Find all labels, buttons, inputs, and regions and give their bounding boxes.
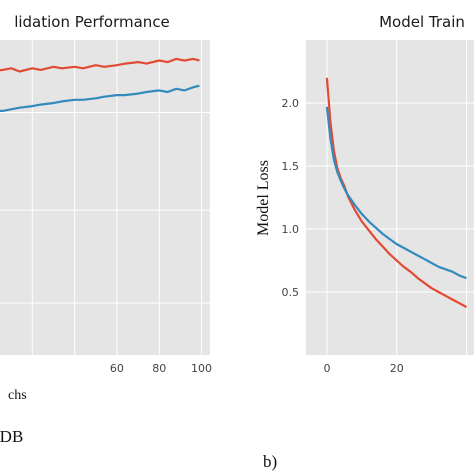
training-y-tick-label: 2.0: [282, 97, 300, 110]
validation-x-axis-label: chs: [8, 388, 27, 403]
training-series: [325, 77, 468, 309]
validation-chart-title: lidation Performance: [14, 13, 170, 31]
training-y-tick-label: 1.5: [282, 160, 300, 173]
training-y-axis-label: Model Loss: [255, 160, 272, 236]
validation-plot-area: [0, 40, 210, 355]
training-chart-title: Model Train: [379, 13, 465, 31]
validation-grid: [0, 40, 210, 355]
training-y-tick-label: 0.5: [282, 286, 300, 299]
validation-x-ticks: 60 80 100: [110, 362, 212, 375]
training-x-tick-label: 20: [390, 362, 404, 375]
training-x-ticks: 0 20: [323, 362, 403, 375]
training-plot-area: [306, 40, 474, 355]
validation-x-tick-label: 80: [152, 362, 166, 375]
training-grid: [306, 40, 474, 355]
validation-performance-chart: 60 80 100 lidation Performance chs: [0, 13, 212, 403]
training-series-line-2: [325, 106, 467, 280]
training-x-tick-label: 0: [323, 362, 330, 375]
caption-right: b): [263, 452, 277, 471]
model-training-chart: 0 20 0.5 1.0 1.5 2.0 Model Train Model Loss: [255, 13, 474, 375]
validation-series-line-1: [0, 57, 200, 73]
caption-left: -DB: [0, 427, 23, 446]
training-y-tick-label: 1.0: [282, 223, 300, 236]
validation-x-tick-label: 60: [110, 362, 124, 375]
validation-x-tick-label: 100: [191, 362, 212, 375]
training-y-ticks: 0.5 1.0 1.5 2.0: [282, 97, 300, 299]
validation-series-line-2: [0, 84, 200, 113]
validation-series: [0, 57, 200, 113]
